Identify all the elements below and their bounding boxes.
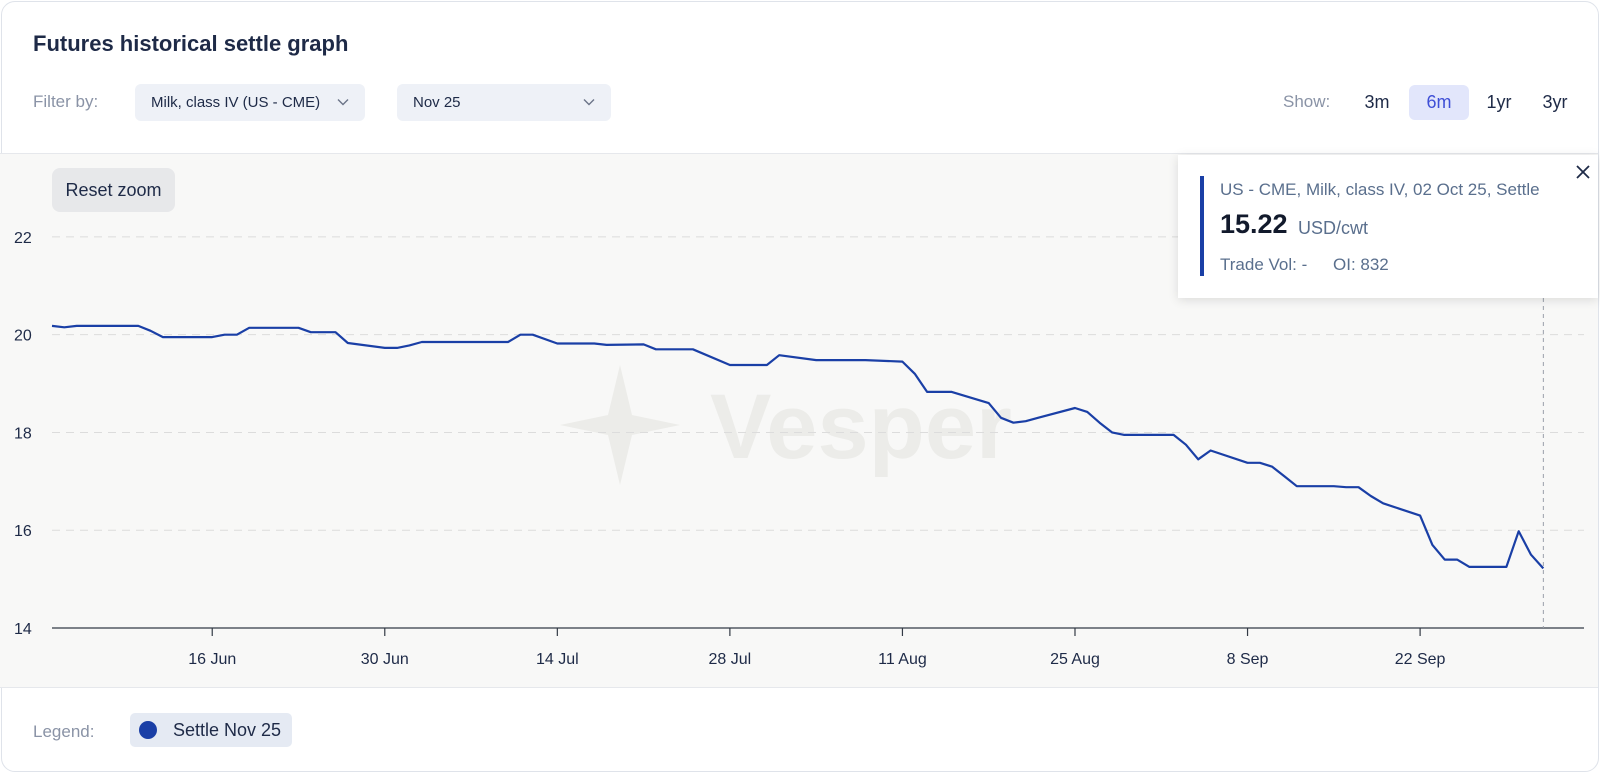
range-6m-button[interactable]: 6m <box>1409 85 1469 120</box>
chart-tooltip: US - CME, Milk, class IV, 02 Oct 25, Set… <box>1178 155 1598 298</box>
tooltip-trade-vol: Trade Vol: - <box>1220 255 1308 274</box>
x-tick-label: 8 Sep <box>1227 651 1269 668</box>
x-tick-label: 28 Jul <box>709 651 752 668</box>
close-icon[interactable] <box>1574 163 1592 181</box>
series-line-settle <box>51 324 1545 570</box>
show-label: Show: <box>1283 92 1331 111</box>
x-tick-label: 22 Sep <box>1395 651 1446 668</box>
x-tick-label: 14 Jul <box>536 651 579 668</box>
tooltip-header: US - CME, Milk, class IV, 02 Oct 25, Set… <box>1220 180 1540 199</box>
y-tick-label: 18 <box>14 425 32 442</box>
contract-select-value: Nov 25 <box>413 94 461 111</box>
y-tick-label: 22 <box>14 230 32 247</box>
legend-item-settle[interactable]: Settle Nov 25 <box>130 713 292 747</box>
filter-label: Filter by: <box>33 92 99 111</box>
product-select[interactable]: Milk, class IV (US - CME) <box>135 84 365 121</box>
contract-select[interactable]: Nov 25 <box>397 84 611 121</box>
tooltip-value: 15.22 <box>1220 209 1288 239</box>
x-tick-label: 16 Jun <box>188 651 236 668</box>
x-tick-label: 30 Jun <box>361 651 409 668</box>
y-tick-label: 20 <box>14 328 32 345</box>
tooltip-unit: USD/cwt <box>1298 218 1369 238</box>
product-select-value: Milk, class IV (US - CME) <box>151 94 321 111</box>
legend-item-label: Settle Nov 25 <box>173 720 282 740</box>
page-title: Futures historical settle graph <box>33 31 349 56</box>
chevron-down-icon <box>337 99 349 106</box>
tooltip-series-bar <box>1200 176 1204 276</box>
range-3yr-button[interactable]: 3yr <box>1542 92 1568 112</box>
x-tick-label: 25 Aug <box>1050 651 1100 668</box>
legend-label: Legend: <box>33 722 95 741</box>
x-tick-label: 11 Aug <box>878 651 927 668</box>
reset-zoom-button[interactable]: Reset zoom <box>52 168 175 212</box>
y-tick-label: 14 <box>14 621 32 638</box>
legend-dot <box>139 721 157 739</box>
range-1yr-button[interactable]: 1yr <box>1486 92 1512 112</box>
y-tick-label: 16 <box>14 523 32 540</box>
tooltip-oi: OI: 832 <box>1333 255 1389 274</box>
chevron-down-icon <box>583 99 595 106</box>
range-3m-button[interactable]: 3m <box>1364 92 1390 112</box>
